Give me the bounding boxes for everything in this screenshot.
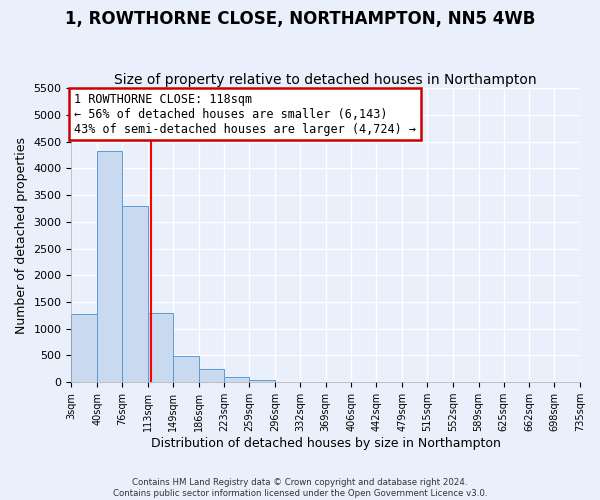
Bar bbox=[199, 370, 224, 382]
Bar bbox=[71, 314, 97, 382]
Text: 1 ROWTHORNE CLOSE: 118sqm
← 56% of detached houses are smaller (6,143)
43% of se: 1 ROWTHORNE CLOSE: 118sqm ← 56% of detac… bbox=[74, 92, 416, 136]
X-axis label: Distribution of detached houses by size in Northampton: Distribution of detached houses by size … bbox=[151, 437, 500, 450]
Text: 1, ROWTHORNE CLOSE, NORTHAMPTON, NN5 4WB: 1, ROWTHORNE CLOSE, NORTHAMPTON, NN5 4WB bbox=[65, 10, 535, 28]
Bar bbox=[249, 380, 275, 382]
Bar bbox=[148, 314, 173, 382]
Text: Contains HM Land Registry data © Crown copyright and database right 2024.
Contai: Contains HM Land Registry data © Crown c… bbox=[113, 478, 487, 498]
Bar bbox=[97, 150, 122, 382]
Title: Size of property relative to detached houses in Northampton: Size of property relative to detached ho… bbox=[115, 73, 537, 87]
Bar bbox=[173, 356, 199, 382]
Bar bbox=[122, 206, 148, 382]
Y-axis label: Number of detached properties: Number of detached properties bbox=[15, 136, 28, 334]
Bar bbox=[224, 377, 249, 382]
